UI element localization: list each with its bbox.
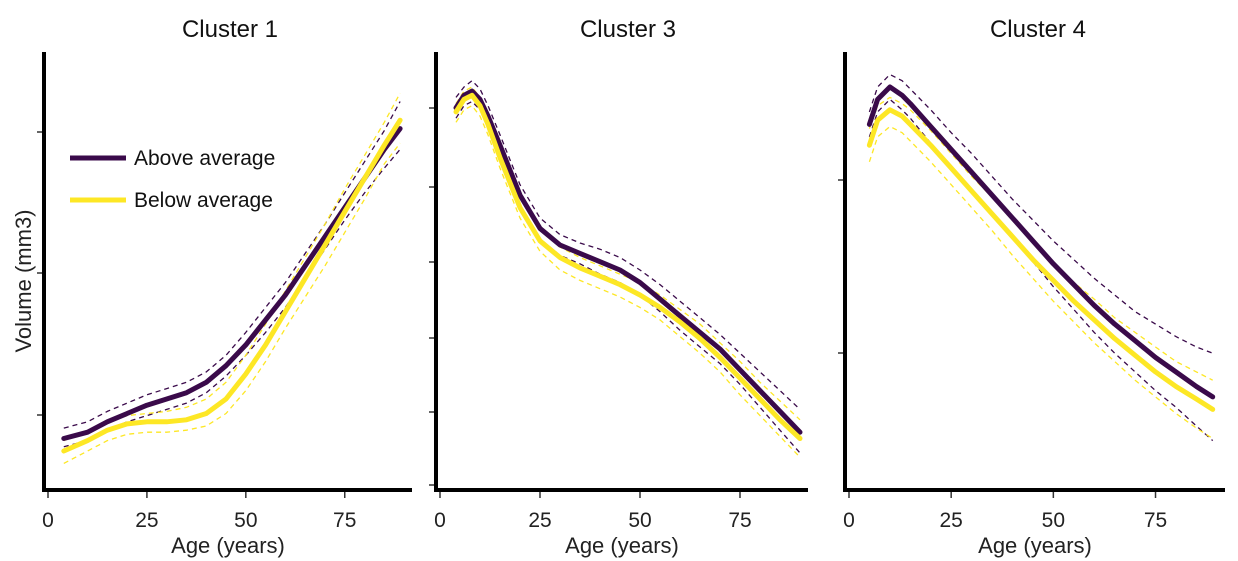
- legend-label-1: Above average: [134, 147, 275, 170]
- panel-1-above-ci-upper: [63, 101, 401, 429]
- panel-2-above-ci-upper: [455, 80, 801, 410]
- panel-1-x-tick-label-0: 0: [42, 509, 54, 532]
- panel-1-x-tick-label-50: 50: [234, 509, 257, 532]
- panel-2-above-line: [453, 88, 803, 435]
- panel-3-title: Cluster 4: [990, 16, 1086, 43]
- panel-1-x-tick-label-75: 75: [333, 509, 356, 532]
- legend-label-2: Below average: [134, 189, 273, 212]
- y-axis-label-wrapper: Volume (mm3): [4, 0, 44, 561]
- panel-3-x-tick-label-0: 0: [843, 509, 855, 532]
- panel-1-x-tick-label-25: 25: [135, 509, 158, 532]
- panel-2-below-ci-lower: [455, 105, 801, 458]
- y-axis-label: Volume (mm3): [11, 208, 36, 353]
- panel-1-below-ci-lower: [63, 142, 401, 464]
- panel-2-x-axis-label: Age (years): [565, 533, 679, 558]
- panel-2-x-tick-label-25: 25: [528, 509, 551, 532]
- panel-2-above-ci-lower: [455, 100, 801, 454]
- panel-3-below-ci-lower: [868, 125, 1214, 440]
- panel-3-below-ci-upper: [868, 96, 1213, 381]
- panel-1-below-line: [61, 117, 403, 454]
- panel-3-x-tick-label-50: 50: [1042, 509, 1065, 532]
- panel-3-x-axis-label: Age (years): [978, 533, 1092, 558]
- panel-3-above-ci-upper: [868, 73, 1213, 354]
- panel-1-x-axis-label: Age (years): [171, 533, 285, 558]
- panel-1-title: Cluster 1: [182, 16, 278, 43]
- panel-3-x-tick-label-25: 25: [939, 509, 962, 532]
- panel-2-x-tick-label-50: 50: [628, 509, 651, 532]
- panel-3-above-line: [866, 84, 1216, 400]
- panel-2-below-line: [453, 92, 803, 441]
- panel-3-below-line: [866, 107, 1216, 412]
- panel-2-x-tick-label-0: 0: [434, 509, 446, 532]
- panel-2-below-ci-upper: [455, 86, 801, 421]
- panel-3-x-tick-label-75: 75: [1144, 509, 1167, 532]
- panel-2-title: Cluster 3: [580, 16, 676, 43]
- panel-2-x-tick-label-75: 75: [728, 509, 751, 532]
